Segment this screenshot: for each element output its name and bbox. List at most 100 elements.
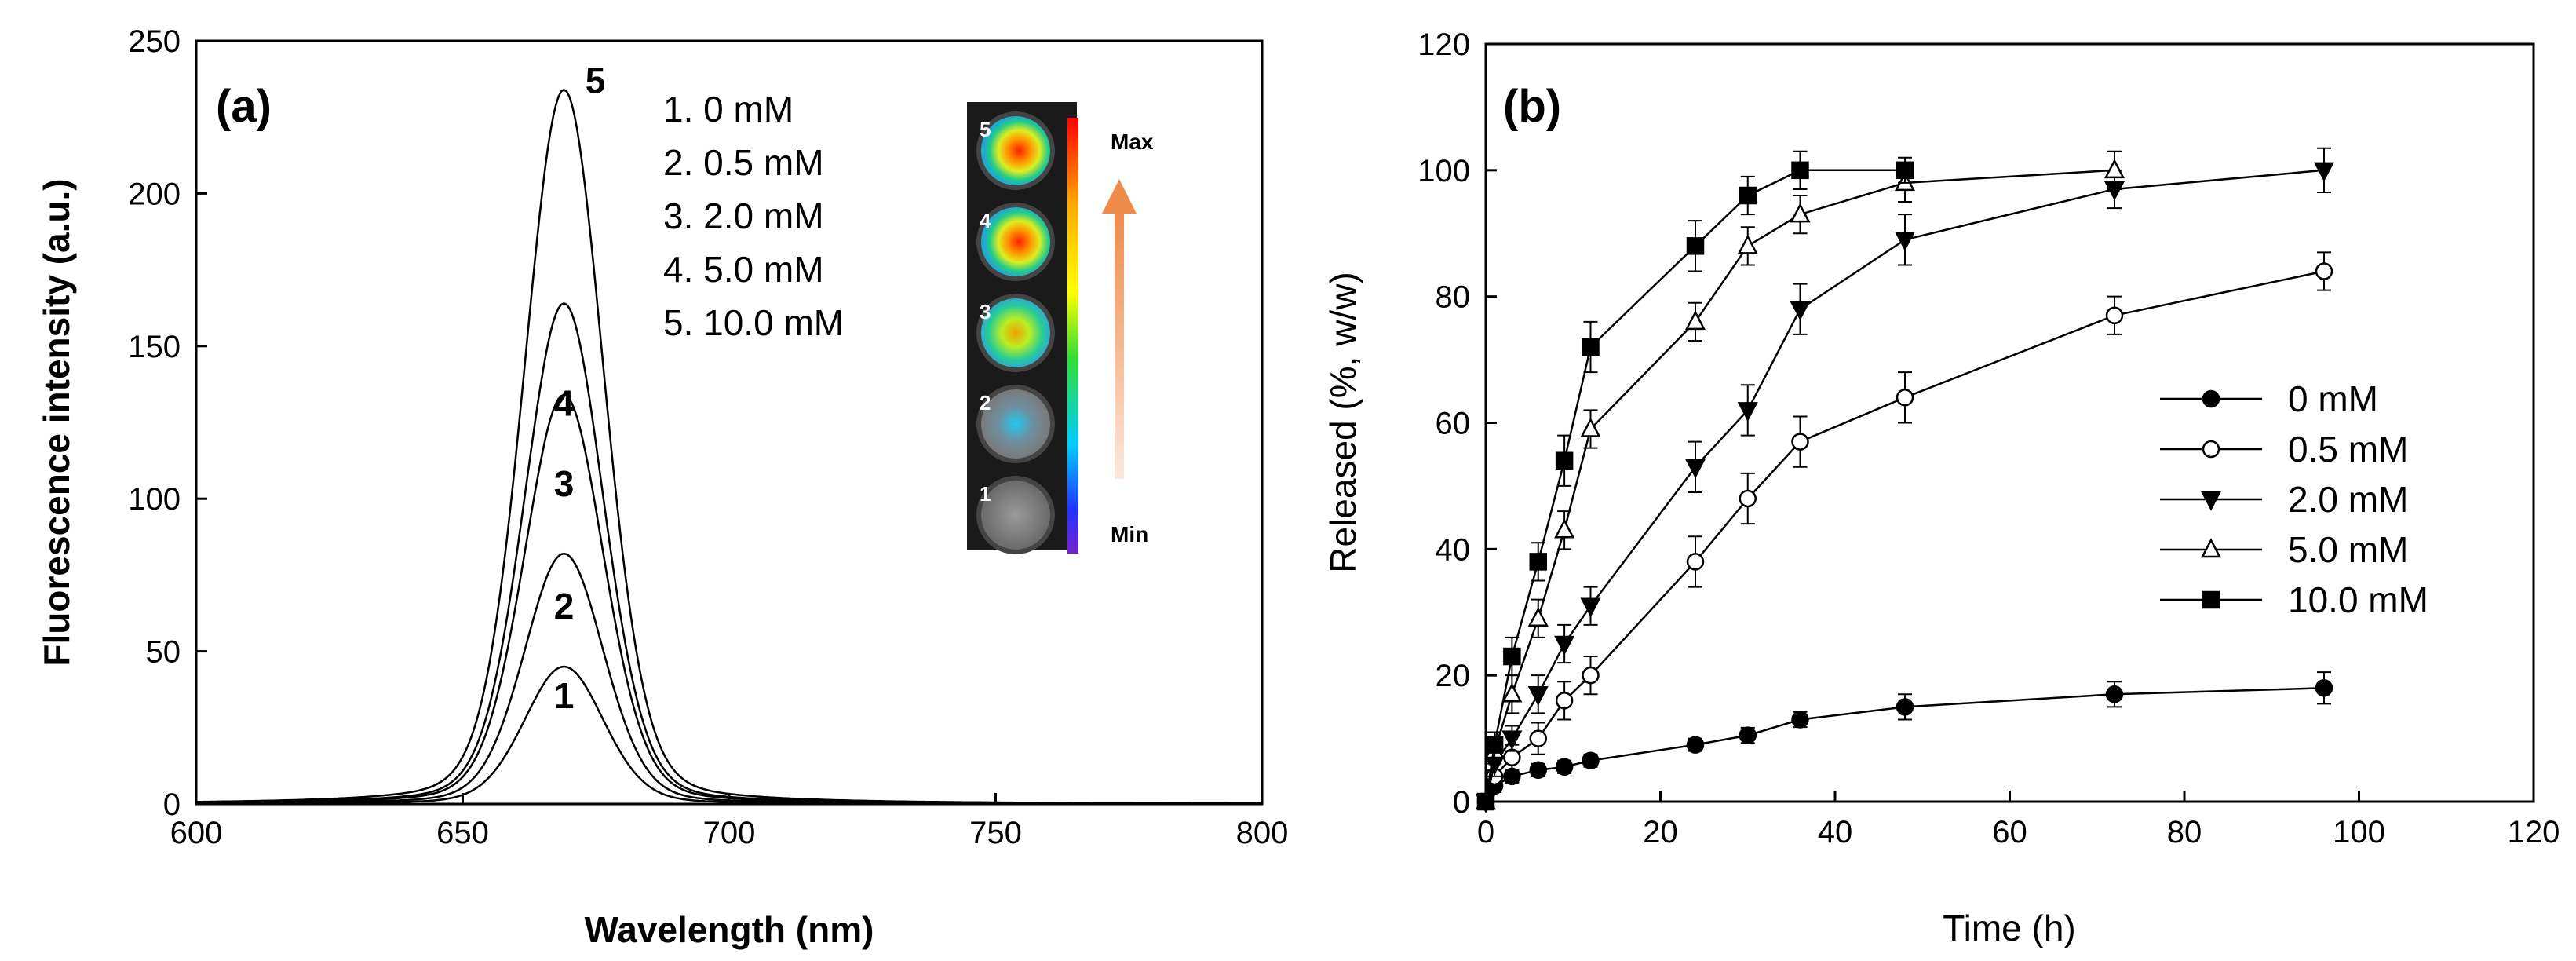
- spectrum-curve-2: [196, 552, 1262, 805]
- data-point: [1896, 698, 1914, 716]
- data-point: [1529, 553, 1547, 571]
- a-x-tick-label: 650: [436, 816, 489, 850]
- series-2-0-mM: [1475, 147, 2335, 813]
- data-point: [1739, 726, 1757, 744]
- a-y-tick-label: 250: [128, 24, 181, 59]
- series-line: [1484, 270, 2325, 802]
- panel-a-y-axis-title: Fluorescence intensity (a.u.): [36, 178, 77, 666]
- data-point: [1582, 338, 1600, 356]
- scale-min-label: Min: [1111, 522, 1148, 546]
- series-0-mM: [1476, 671, 2333, 811]
- panel-a-x-axis-title: Wavelength (nm): [585, 909, 874, 950]
- data-point: [2103, 159, 2125, 179]
- b-x-tick-label: 40: [1818, 815, 1853, 850]
- panel-a-legend: 1. 0 mM 2. 0.5 mM 3. 2.0 mM 4. 5.0 mM 5. 10.…: [663, 89, 844, 343]
- data-point: [1554, 518, 1575, 539]
- a-y-tick-label: 200: [128, 177, 181, 211]
- panel-b-y-axis-title: Released (%, w/w): [1323, 272, 1363, 572]
- series-0-5-mM: [1476, 251, 2333, 811]
- data-point: [1527, 686, 1549, 706]
- panel-b-x-axis-title: Time (h): [1943, 908, 2076, 948]
- well-label: 1: [980, 482, 991, 506]
- data-point: [1739, 489, 1757, 508]
- fluorescence-image-inset: 5 4 3 2 1 Max Min: [967, 102, 1154, 554]
- legend-marker: [2202, 590, 2220, 609]
- data-point: [1501, 682, 1523, 703]
- legend-entry: 3. 2.0 mM: [663, 195, 824, 236]
- b-y-tick-label: 100: [1418, 154, 1470, 188]
- well-label: 4: [980, 209, 991, 232]
- b-y-tick-label: 60: [1436, 407, 1471, 441]
- data-point: [1501, 730, 1523, 751]
- panel-a-curves: [195, 88, 1262, 806]
- a-y-tick-label: 150: [128, 330, 181, 364]
- spectrum-curve-5: [195, 88, 1262, 805]
- b-y-tick-label: 80: [1436, 280, 1471, 315]
- b-y-tick-label: 20: [1436, 659, 1471, 693]
- curve-label-5: 5: [586, 60, 606, 101]
- legend-entry: 2. 0.5 mM: [663, 142, 824, 183]
- curve-label-3: 3: [554, 463, 575, 504]
- data-point: [1791, 161, 1809, 180]
- well-label: 5: [980, 118, 991, 141]
- legend-label: 0 mM: [2288, 378, 2378, 419]
- curve-label-4: 4: [554, 383, 575, 424]
- data-point: [1554, 635, 1575, 656]
- well-2: [981, 389, 1050, 459]
- data-point: [1580, 597, 1601, 618]
- a-y-tick-label: 100: [128, 482, 181, 517]
- data-point: [1737, 234, 1758, 254]
- data-point: [1790, 301, 1811, 321]
- series-line: [1484, 169, 1905, 802]
- data-point: [1896, 161, 1914, 180]
- legend-entry: 0.5 mM: [2160, 429, 2408, 470]
- panel-b-label: (b): [1503, 81, 1561, 132]
- well-4: [981, 207, 1050, 276]
- a-x-tick-label: 800: [1236, 816, 1289, 850]
- data-point: [2315, 679, 2333, 697]
- data-point: [1555, 451, 1574, 470]
- series-5-0-mM: [1475, 150, 2125, 810]
- legend-label: 0.5 mM: [2288, 429, 2408, 470]
- data-point: [1582, 751, 1600, 769]
- b-x-tick-label: 120: [2508, 815, 2560, 850]
- series-line: [1484, 169, 2115, 802]
- data-point: [1790, 203, 1811, 223]
- b-x-tick-label: 60: [1992, 815, 2027, 850]
- a-x-tick-label: 700: [703, 816, 756, 850]
- legend-entry: 2.0 mM: [2160, 479, 2408, 520]
- b-x-tick-label: 80: [2167, 815, 2202, 850]
- panel-a-ticks: 600 650 700 750 800 0 50 100 150 200 250: [128, 24, 1288, 850]
- legend-entry: 1. 0 mM: [663, 89, 794, 130]
- legend-label: 5.0 mM: [2288, 529, 2408, 570]
- data-point: [1555, 692, 1574, 710]
- well-3: [981, 298, 1050, 367]
- data-point: [1684, 310, 1706, 331]
- data-point: [1686, 237, 1705, 255]
- a-x-tick-label: 750: [969, 816, 1022, 850]
- scale-max-label: Max: [1111, 130, 1154, 154]
- panel-b-plot-frame: [1484, 42, 2535, 803]
- b-x-tick-label: 20: [1643, 815, 1678, 850]
- panel-b-legend: 0 mM 0.5 mM 2.0 mM 5.0 mM 10.0 mM: [2160, 378, 2428, 620]
- spectrum-curve-3: [196, 393, 1262, 805]
- legend-label: 2.0 mM: [2288, 479, 2408, 520]
- data-point: [1529, 729, 1547, 747]
- data-point: [1503, 748, 1521, 766]
- data-point: [1529, 761, 1547, 780]
- legend-entry: 0 mM: [2160, 378, 2378, 419]
- curve-label-1: 1: [554, 675, 575, 716]
- data-point: [1686, 736, 1705, 754]
- data-point: [1791, 711, 1809, 729]
- a-y-tick-label: 0: [163, 787, 181, 822]
- legend-marker: [2200, 538, 2222, 558]
- data-point: [1894, 232, 1916, 251]
- legend-marker: [2202, 389, 2220, 408]
- well-5: [981, 116, 1050, 185]
- series-10-0-mM: [1476, 150, 1914, 811]
- data-point: [2105, 685, 2124, 703]
- data-point: [1485, 736, 1504, 754]
- legend-entry: 4. 5.0 mM: [663, 249, 824, 290]
